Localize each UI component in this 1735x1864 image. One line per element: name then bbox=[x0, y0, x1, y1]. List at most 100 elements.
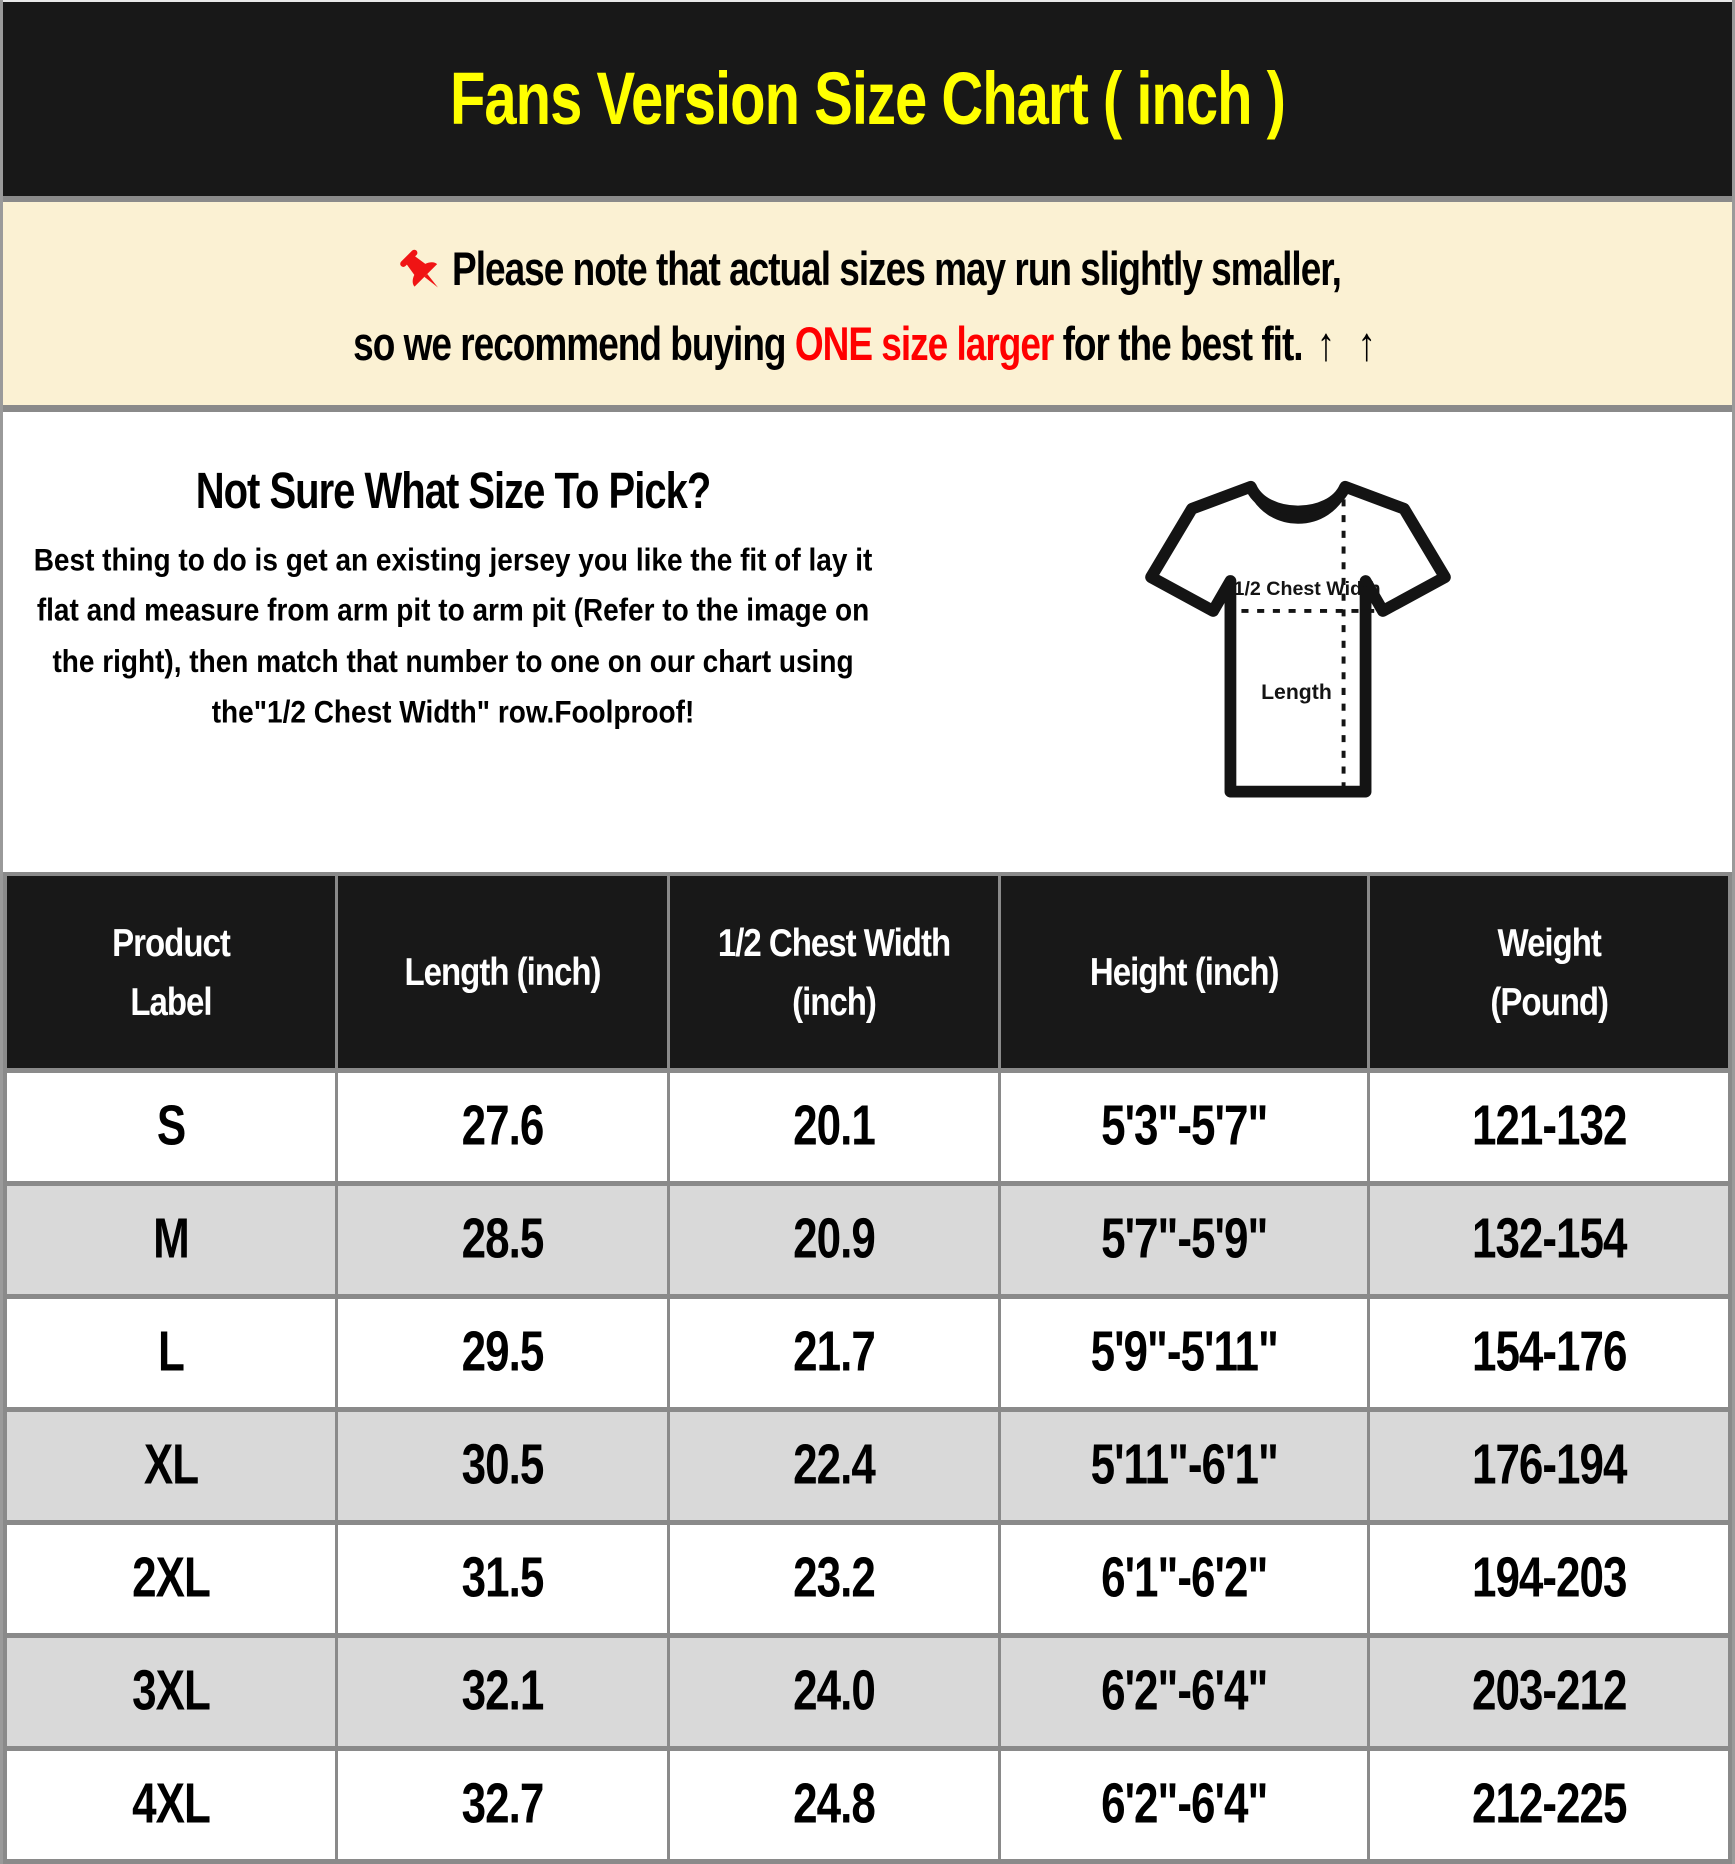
cell-length: 32.1 bbox=[338, 1638, 667, 1746]
size-value: S bbox=[156, 1094, 186, 1158]
note-text-2-suffix: for the best fit. bbox=[1053, 317, 1304, 370]
height-value: 6'2"-6'4" bbox=[1101, 1772, 1268, 1836]
cell-chest: 22.4 bbox=[670, 1412, 998, 1520]
size-value: XL bbox=[143, 1433, 199, 1497]
length-value: 32.1 bbox=[461, 1659, 545, 1723]
length-label: Length bbox=[1261, 681, 1332, 704]
cell-weight: 212-225 bbox=[1370, 1751, 1728, 1859]
cell-length: 30.5 bbox=[338, 1412, 667, 1520]
length-value: 29.5 bbox=[461, 1320, 545, 1384]
size-value: 4XL bbox=[132, 1772, 211, 1836]
length-value: 27.6 bbox=[461, 1094, 545, 1158]
cell-size: 3XL bbox=[7, 1638, 335, 1746]
cell-size: L bbox=[7, 1299, 335, 1407]
size-chart-page: Fans Version Size Chart ( inch ) Please … bbox=[3, 0, 1732, 1864]
cell-size: M bbox=[7, 1186, 335, 1294]
height-value: 5'3"-5'7" bbox=[1101, 1094, 1268, 1158]
length-value: 30.5 bbox=[461, 1433, 545, 1497]
size-value: 2XL bbox=[132, 1546, 211, 1610]
cell-length: 27.6 bbox=[338, 1073, 667, 1181]
height-value: 5'7"-5'9" bbox=[1101, 1207, 1268, 1271]
height-value: 6'2"-6'4" bbox=[1101, 1659, 1268, 1723]
length-value: 31.5 bbox=[461, 1546, 545, 1610]
note-text-2-prefix: so we recommend buying bbox=[353, 317, 795, 370]
up-arrows-icon: ↑ ↑ bbox=[1316, 317, 1382, 370]
size-value: L bbox=[158, 1320, 185, 1384]
cell-weight: 132-154 bbox=[1370, 1186, 1728, 1294]
cell-height: 6'1"-6'2" bbox=[1001, 1525, 1368, 1633]
header-line: Height (inch) bbox=[1089, 949, 1280, 994]
cell-length: 31.5 bbox=[338, 1525, 667, 1633]
col-header-product-label: Product Label bbox=[7, 876, 335, 1068]
header-line: (inch) bbox=[792, 978, 877, 1023]
weight-value: 203-212 bbox=[1471, 1659, 1627, 1723]
cell-height: 5'9"-5'11" bbox=[1001, 1299, 1368, 1407]
chest-value: 23.2 bbox=[793, 1546, 876, 1610]
cell-chest: 24.8 bbox=[670, 1751, 998, 1859]
weight-value: 194-203 bbox=[1471, 1546, 1627, 1610]
chest-value: 20.1 bbox=[793, 1094, 876, 1158]
cell-height: 5'3"-5'7" bbox=[1001, 1073, 1368, 1181]
header-line: Product bbox=[112, 920, 231, 964]
sizing-guide-text: Not Sure What Size To Pick? Best thing t… bbox=[13, 452, 893, 862]
cell-chest: 24.0 bbox=[670, 1638, 998, 1746]
cell-weight: 176-194 bbox=[1370, 1412, 1728, 1520]
title-bar: Fans Version Size Chart ( inch ) bbox=[3, 0, 1732, 196]
cell-weight: 194-203 bbox=[1370, 1525, 1728, 1633]
weight-value: 154-176 bbox=[1471, 1320, 1627, 1384]
cell-height: 5'7"-5'9" bbox=[1001, 1186, 1368, 1294]
header-line: Label bbox=[130, 978, 212, 1023]
cell-length: 32.7 bbox=[338, 1751, 667, 1859]
height-value: 5'11"-6'1" bbox=[1090, 1433, 1279, 1497]
cell-size: 2XL bbox=[7, 1525, 335, 1633]
size-table: Product Label Length (inch) 1/2 Chest Wid… bbox=[3, 872, 1732, 1864]
chest-value: 22.4 bbox=[793, 1433, 876, 1497]
size-value: M bbox=[153, 1207, 190, 1271]
header-line: (Pound) bbox=[1490, 978, 1609, 1023]
cell-length: 29.5 bbox=[338, 1299, 667, 1407]
size-value: 3XL bbox=[132, 1659, 211, 1723]
chest-width-label: 1/2 Chest Width bbox=[1233, 578, 1380, 600]
page-title: Fans Version Size Chart ( inch ) bbox=[450, 57, 1286, 141]
cell-size: XL bbox=[7, 1412, 335, 1520]
cell-height: 5'11"-6'1" bbox=[1001, 1412, 1368, 1520]
weight-value: 176-194 bbox=[1471, 1433, 1627, 1497]
chest-value: 24.0 bbox=[793, 1659, 876, 1723]
cell-chest: 20.9 bbox=[670, 1186, 998, 1294]
header-line: Weight bbox=[1497, 920, 1602, 964]
cell-size: S bbox=[7, 1073, 335, 1181]
cell-weight: 121-132 bbox=[1370, 1073, 1728, 1181]
weight-value: 212-225 bbox=[1471, 1772, 1627, 1836]
note-text-2: so we recommend buying ONE size larger f… bbox=[353, 317, 1382, 371]
col-header-height: Height (inch) bbox=[1001, 876, 1368, 1068]
chest-value: 20.9 bbox=[793, 1207, 876, 1271]
note-text-1: Please note that actual sizes may run sl… bbox=[452, 242, 1342, 295]
col-header-length: Length (inch) bbox=[338, 876, 667, 1068]
guide-body: Best thing to do is get an existing jers… bbox=[33, 542, 873, 730]
header-line: Length (inch) bbox=[404, 949, 602, 994]
guide-heading: Not Sure What Size To Pick? bbox=[195, 463, 712, 520]
length-value: 28.5 bbox=[461, 1207, 545, 1271]
cell-weight: 154-176 bbox=[1370, 1299, 1728, 1407]
cell-size: 4XL bbox=[7, 1751, 335, 1859]
tshirt-measure-diagram-icon: 1/2 Chest Width Length bbox=[1144, 480, 1451, 798]
shirt-diagram-area: 1/2 Chest Width Length bbox=[893, 452, 1702, 862]
cell-height: 6'2"-6'4" bbox=[1001, 1751, 1368, 1859]
note-line-1: Please note that actual sizes may run sl… bbox=[394, 242, 1342, 298]
cell-weight: 203-212 bbox=[1370, 1638, 1728, 1746]
cell-chest: 20.1 bbox=[670, 1073, 998, 1181]
height-value: 6'1"-6'2" bbox=[1101, 1546, 1268, 1610]
note-banner: Please note that actual sizes may run sl… bbox=[3, 196, 1732, 412]
weight-value: 132-154 bbox=[1471, 1207, 1627, 1271]
header-line: 1/2 Chest Width bbox=[717, 920, 951, 964]
col-header-chest-width: 1/2 Chest Width (inch) bbox=[670, 876, 998, 1068]
weight-value: 121-132 bbox=[1471, 1094, 1627, 1158]
note-highlight: ONE size larger bbox=[794, 317, 1055, 370]
height-value: 5'9"-5'11" bbox=[1090, 1320, 1279, 1384]
sizing-guide-section: Not Sure What Size To Pick? Best thing t… bbox=[3, 412, 1732, 872]
length-value: 32.7 bbox=[461, 1772, 545, 1836]
col-header-weight: Weight (Pound) bbox=[1370, 876, 1728, 1068]
cell-chest: 21.7 bbox=[670, 1299, 998, 1407]
note-line-2: so we recommend buying ONE size larger f… bbox=[353, 317, 1382, 369]
cell-chest: 23.2 bbox=[670, 1525, 998, 1633]
